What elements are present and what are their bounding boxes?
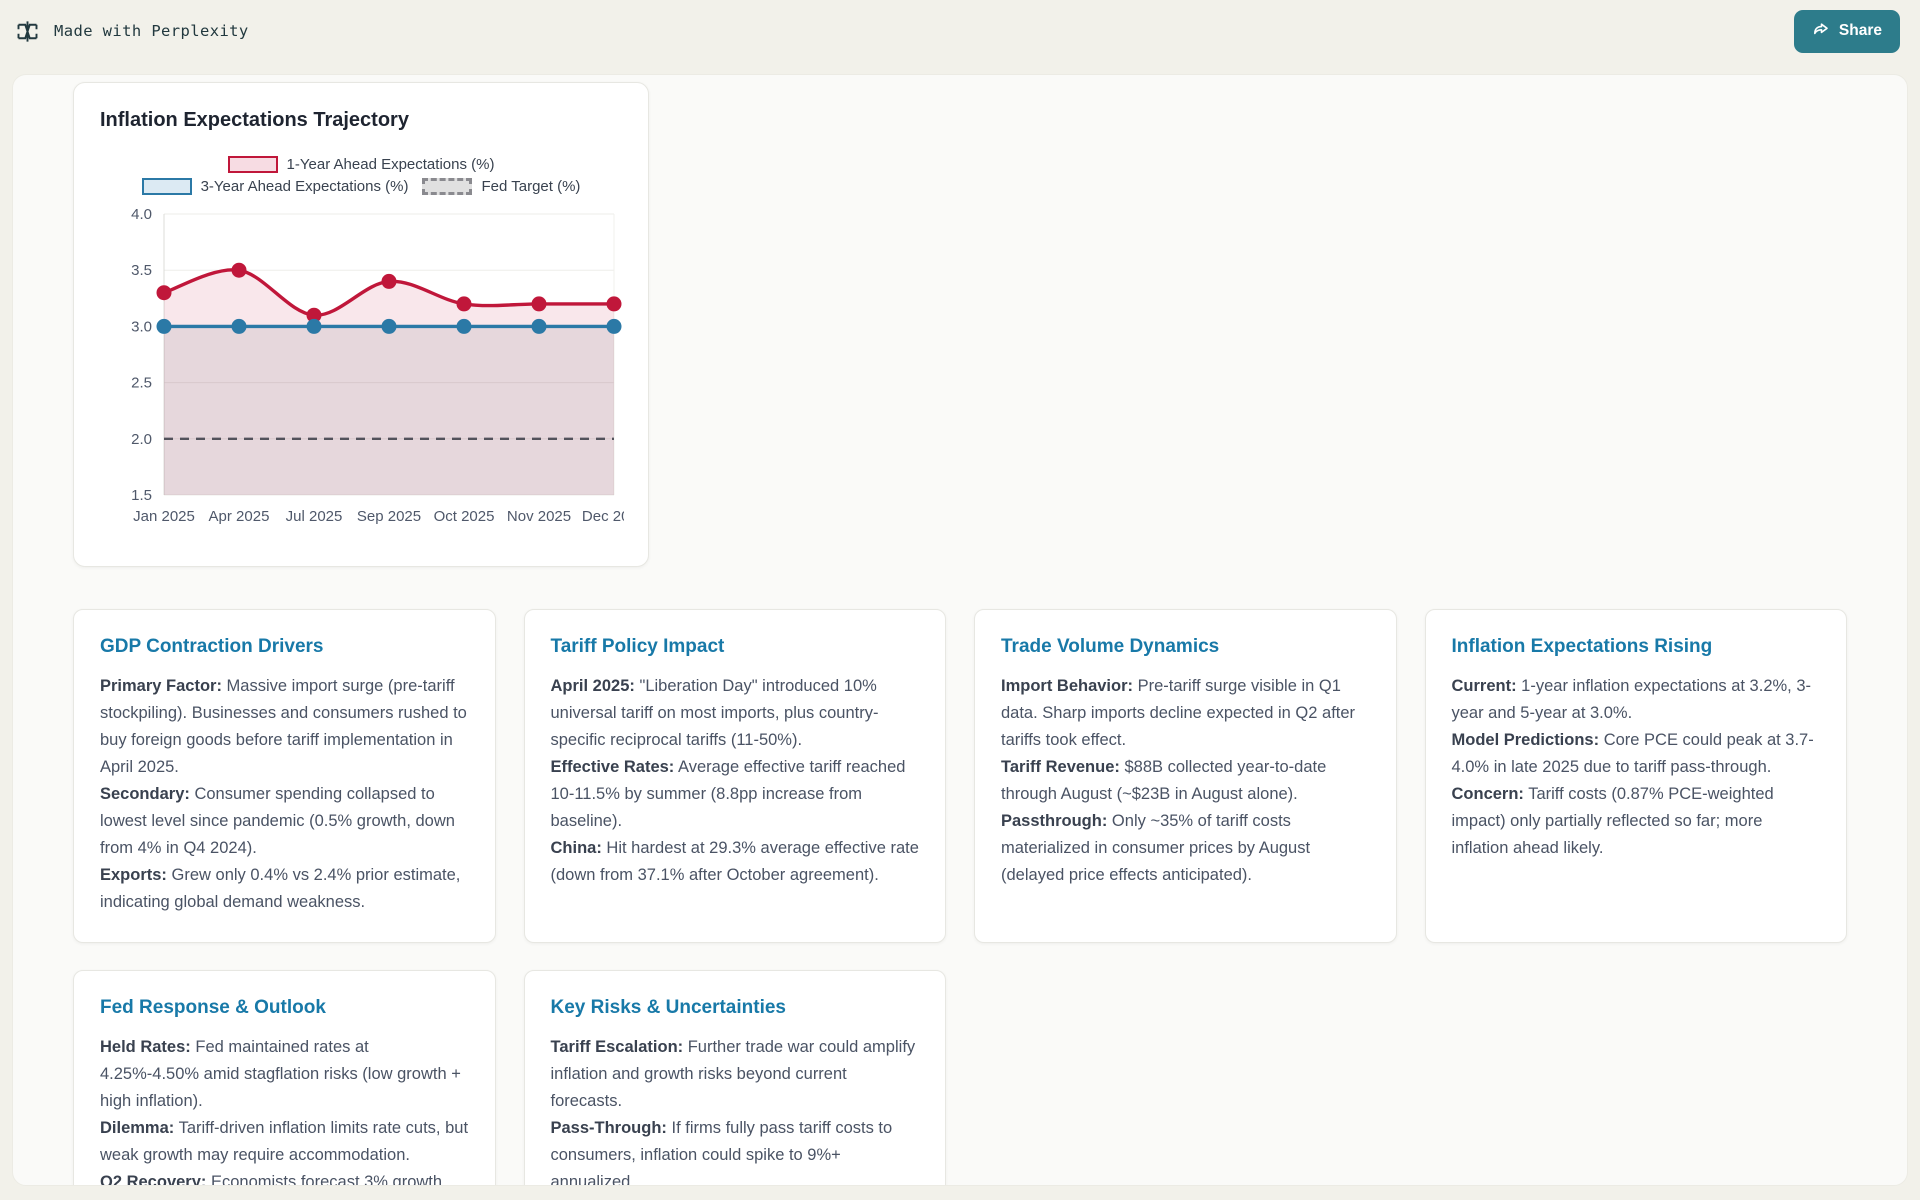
legend-entry: 1-Year Ahead Expectations (%) [227, 156, 495, 173]
info-card: GDP Contraction Drivers Primary Factor: M… [73, 609, 496, 943]
perplexity-logo-icon [14, 18, 41, 45]
share-arrow-icon [1812, 20, 1830, 43]
card-item-label: Import Behavior: [1001, 677, 1134, 695]
card-item-label: Q2 Recovery: [100, 1173, 207, 1186]
card-item-label: Tariff Escalation: [550, 1038, 684, 1056]
card-item: Primary Factor: Massive import surge (pr… [100, 677, 467, 776]
card-title: Tariff Policy Impact [550, 636, 725, 657]
cards-grid: GDP Contraction Drivers Primary Factor: M… [73, 609, 1847, 1186]
card-item-label: Current: [1451, 677, 1517, 695]
card-title: Inflation Expectations Rising [1451, 636, 1713, 657]
legend-label: 3-Year Ahead Expectations (%) [200, 178, 409, 195]
info-card: Fed Response & Outlook Held Rates: Fed ma… [73, 970, 496, 1186]
card-item-label: Secondary: [100, 785, 190, 803]
card-title: Key Risks & Uncertainties [550, 997, 787, 1018]
chart-legend: 1-Year Ahead Expectations (%) 3-Year Ahea… [100, 156, 622, 195]
card-item: Tariff Escalation: Further trade war cou… [550, 1038, 916, 1110]
card-item-label: April 2025: [550, 677, 635, 695]
card-item: Q2 Recovery: Economists forecast 3% grow… [100, 1169, 469, 1186]
info-card: Inflation Expectations Rising Current: 1-… [1424, 609, 1847, 943]
card-item: Effective Rates: Average effective tarif… [550, 758, 906, 830]
inflation-chart-card: Inflation Expectations Trajectory 1-Year… [73, 82, 649, 567]
brand-link[interactable]: Made with Perplexity [14, 18, 249, 45]
card-item: Tariff Revenue: $88B collected year-to-d… [1001, 758, 1327, 803]
content-panel: Inflation Expectations Trajectory 1-Year… [12, 74, 1908, 1186]
share-button-label: Share [1838, 22, 1882, 39]
card-item: Held Rates: Fed maintained rates at 4.25… [100, 1038, 461, 1110]
card-title: Fed Response & Outlook [100, 997, 326, 1018]
share-button[interactable]: Share [1793, 9, 1900, 53]
legend-label: Fed Target (%) [481, 178, 581, 195]
info-card: Key Risks & Uncertainties Tariff Escalati… [523, 970, 946, 1186]
card-item-label: China: [550, 839, 602, 857]
card-item-label: Held Rates: [100, 1038, 191, 1056]
card-item: China: Hit hardest at 29.3% average effe… [550, 839, 919, 884]
card-item-label: Pass-Through: [550, 1119, 667, 1137]
card-item-label: Concern: [1451, 785, 1524, 803]
svg-text:1.5: 1.5 [131, 487, 152, 504]
svg-text:4.0: 4.0 [131, 207, 152, 223]
topbar: Made with Perplexity Share [0, 0, 1920, 62]
svg-text:Sep 2025: Sep 2025 [357, 508, 421, 525]
card-item-label: Passthrough: [1001, 812, 1108, 830]
red-series-swatch-icon [227, 156, 278, 173]
legend-row: 1-Year Ahead Expectations (%) [227, 156, 495, 173]
svg-text:Dec 2025: Dec 2025 [582, 508, 624, 525]
card-title: GDP Contraction Drivers [100, 636, 324, 657]
brand-label: Made with Perplexity [54, 22, 249, 40]
chart-svg: 4.0 3.5 3.0 2.5 2.0 1.5 Jan 2025 Apr 2025 Jul 20… [131, 207, 624, 525]
svg-text:3.0: 3.0 [131, 318, 152, 335]
card-item-label: Dilemma: [100, 1119, 175, 1137]
card-item-label: Primary Factor: [100, 677, 222, 695]
card-item: Exports: Grew only 0.4% vs 2.4% prior es… [100, 866, 461, 911]
blue-series-swatch-icon [141, 178, 192, 195]
card-item: Model Predictions: Core PCE could peak a… [1451, 731, 1814, 776]
legend-row: 3-Year Ahead Expectations (%) Fed Target … [141, 178, 580, 195]
card-item-label: Tariff Revenue: [1001, 758, 1120, 776]
card-title: Trade Volume Dynamics [1001, 636, 1220, 657]
svg-text:Jul 2025: Jul 2025 [286, 508, 343, 525]
card-item: April 2025: "Liberation Day" introduced … [550, 677, 879, 749]
svg-text:Nov 2025: Nov 2025 [507, 508, 571, 525]
card-item: Current: 1-year inflation expectations a… [1451, 677, 1812, 722]
legend-entry: 3-Year Ahead Expectations (%) [141, 178, 409, 195]
svg-text:2.0: 2.0 [131, 431, 152, 448]
card-item: Pass-Through: If firms fully pass tariff… [550, 1119, 893, 1186]
card-item: Import Behavior: Pre-tariff surge visibl… [1001, 677, 1356, 749]
card-item-label: Effective Rates: [550, 758, 675, 776]
card-item: Dilemma: Tariff-driven inflation limits … [100, 1119, 469, 1164]
chart-title: Inflation Expectations Trajectory [100, 109, 409, 131]
card-item: Secondary: Consumer spending collapsed t… [100, 785, 455, 857]
card-item-label: Exports: [100, 866, 167, 884]
card-item: Concern: Tariff costs (0.87% PCE-weighte… [1451, 785, 1774, 857]
card-item-label: Model Predictions: [1451, 731, 1600, 749]
info-card: Trade Volume Dynamics Import Behavior: Pr… [974, 609, 1397, 943]
svg-text:2.5: 2.5 [131, 375, 152, 392]
card-item: Passthrough: Only ~35% of tariff costs m… [1001, 812, 1311, 884]
dashed-target-swatch-icon [422, 178, 473, 195]
svg-text:Jan 2025: Jan 2025 [133, 508, 195, 525]
svg-text:Oct 2025: Oct 2025 [434, 508, 495, 525]
info-card: Tariff Policy Impact April 2025: "Liberat… [523, 609, 946, 943]
legend-label: 1-Year Ahead Expectations (%) [286, 156, 495, 173]
svg-text:Apr 2025: Apr 2025 [209, 508, 270, 525]
legend-entry: Fed Target (%) [422, 178, 580, 195]
svg-text:3.5: 3.5 [131, 262, 152, 279]
